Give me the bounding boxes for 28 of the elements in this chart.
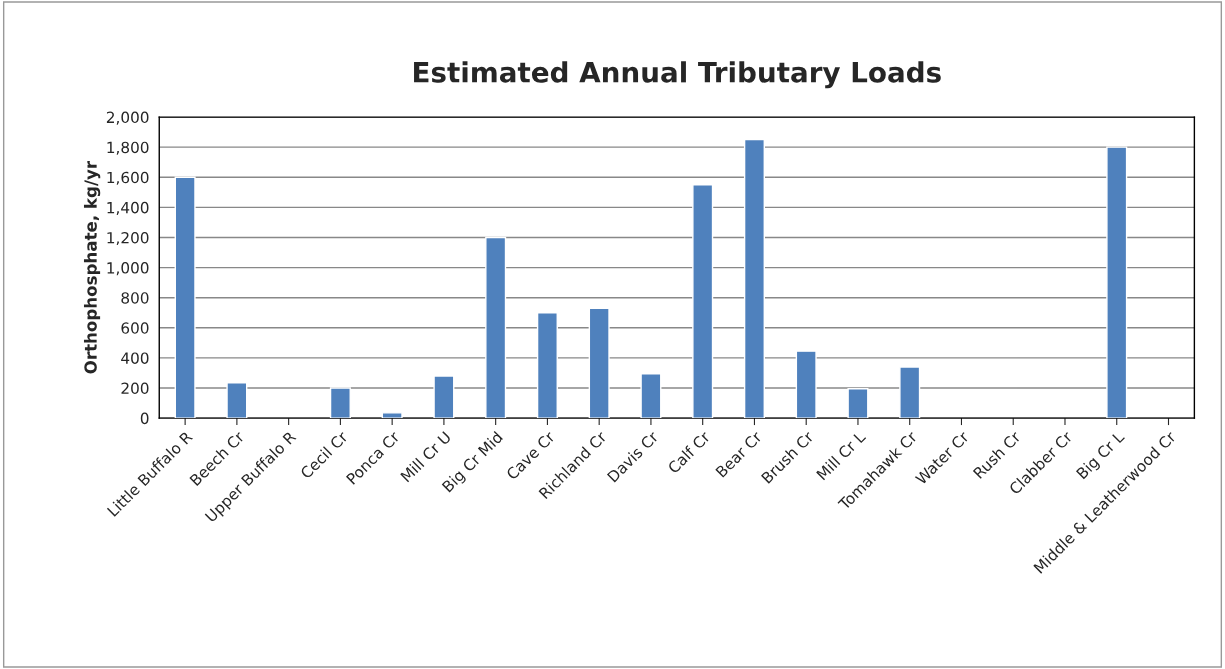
y-tick-label: 1,200 xyxy=(107,231,149,246)
bar xyxy=(433,375,455,419)
bar xyxy=(485,236,507,419)
y-tick-label: 600 xyxy=(121,322,149,334)
bar xyxy=(381,412,403,419)
y-tick-label: 1,600 xyxy=(107,171,149,185)
bar xyxy=(899,366,921,419)
bar xyxy=(588,307,610,419)
y-tick-label: 1,000 xyxy=(107,262,149,276)
y-tick-label: 1,400 xyxy=(107,201,149,215)
y-tick-label: 200 xyxy=(121,382,149,395)
bar xyxy=(174,176,196,419)
bar xyxy=(640,373,662,419)
bar xyxy=(847,388,869,419)
chart-title: Estimated Annual Tributary Loads xyxy=(414,61,941,89)
bar xyxy=(692,184,714,419)
bar xyxy=(536,312,558,419)
y-axis-title: Orthophosphate, kg/yr xyxy=(83,160,101,374)
bar xyxy=(1106,146,1128,419)
bar xyxy=(743,138,765,419)
y-tick-label: 2,000 xyxy=(106,111,149,125)
y-tick-label: 800 xyxy=(121,292,149,304)
bar xyxy=(226,382,248,419)
y-tick-label: 1,800 xyxy=(107,141,149,155)
y-tick-label: 0 xyxy=(140,412,149,425)
y-tick-label: 400 xyxy=(121,352,149,364)
bar xyxy=(329,387,351,419)
bar xyxy=(795,350,817,419)
